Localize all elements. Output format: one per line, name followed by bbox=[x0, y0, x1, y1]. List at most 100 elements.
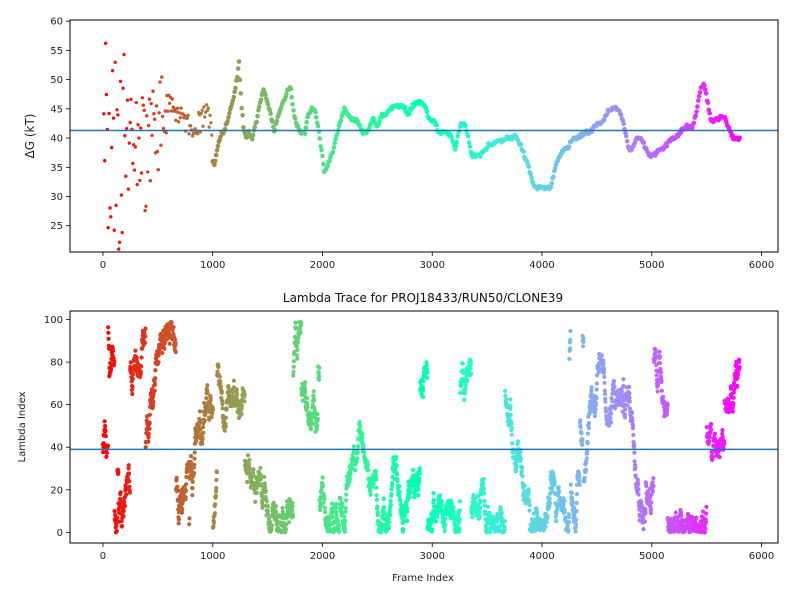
lambda-point bbox=[190, 479, 195, 484]
lambda-point bbox=[296, 339, 301, 345]
lambda-point bbox=[577, 482, 582, 487]
lambda-point bbox=[381, 496, 386, 501]
delta-g-point bbox=[143, 208, 147, 213]
lambda-point bbox=[294, 344, 299, 349]
lambda-point bbox=[477, 509, 482, 514]
lambda-point bbox=[130, 391, 135, 397]
lambda-point bbox=[189, 461, 194, 466]
lambda-point bbox=[190, 486, 195, 491]
lambda-point bbox=[300, 398, 305, 403]
lambda-point bbox=[579, 431, 584, 436]
lambda-point bbox=[346, 483, 351, 488]
lambda-point bbox=[247, 466, 252, 471]
delta-g-point bbox=[691, 120, 697, 126]
lambda-point bbox=[481, 486, 487, 491]
lambda-point bbox=[162, 346, 167, 351]
lambda-point bbox=[114, 523, 119, 528]
lambda-point bbox=[555, 504, 560, 509]
lambda-point bbox=[394, 463, 399, 468]
lambda-point bbox=[173, 337, 178, 342]
lambda-point bbox=[139, 369, 144, 375]
delta-g-point bbox=[139, 171, 144, 175]
lambda-point bbox=[223, 421, 228, 426]
delta-g-point bbox=[145, 114, 149, 118]
lambda-point bbox=[659, 379, 664, 385]
lambda-point bbox=[305, 395, 310, 401]
delta-g-point bbox=[457, 128, 462, 134]
delta-g-y-axis-label: ΔG (kT) bbox=[23, 114, 37, 159]
lambda-point bbox=[127, 479, 132, 484]
lambda-point bbox=[463, 386, 468, 392]
delta-g-point bbox=[696, 98, 701, 103]
lambda-point bbox=[269, 527, 274, 532]
delta-g-point bbox=[133, 145, 138, 149]
delta-g-panel: 0 1000 2000 3000 4000 5000 6000 25 30 35 40 45 50 55… bbox=[23, 17, 779, 271]
delta-g-point bbox=[455, 133, 461, 139]
lambda-point bbox=[104, 454, 109, 459]
lambda-point bbox=[574, 500, 579, 506]
lambda-point bbox=[462, 391, 467, 396]
lambda-x-tick-label: 0 bbox=[100, 551, 106, 562]
lambda-point bbox=[103, 434, 108, 439]
lambda-point bbox=[562, 509, 567, 514]
delta-g-point bbox=[144, 204, 148, 208]
lambda-point bbox=[543, 524, 548, 529]
lambda-point bbox=[340, 503, 345, 509]
lambda-point bbox=[653, 354, 659, 359]
lambda-point bbox=[468, 359, 473, 364]
delta-g-point bbox=[123, 134, 127, 138]
lambda-y-ticks: 0 20 40 60 80 100 bbox=[44, 315, 70, 539]
delta-g-point bbox=[641, 140, 647, 145]
delta-g-point bbox=[274, 118, 280, 124]
lambda-point bbox=[143, 445, 148, 450]
lambda-point bbox=[720, 428, 725, 433]
lambda-point bbox=[213, 502, 218, 507]
delta-g-point bbox=[330, 149, 336, 155]
lambda-point bbox=[704, 425, 709, 430]
lambda-point bbox=[134, 359, 140, 364]
lambda-point bbox=[469, 371, 474, 376]
delta-g-point bbox=[227, 110, 232, 116]
lambda-point bbox=[103, 429, 108, 434]
delta-g-point bbox=[318, 144, 324, 149]
lambda-point bbox=[552, 482, 557, 487]
delta-g-point bbox=[168, 101, 172, 106]
lambda-point bbox=[644, 484, 649, 489]
lambda-point bbox=[609, 411, 614, 416]
lambda-point bbox=[731, 401, 736, 406]
lambda-point bbox=[160, 350, 165, 356]
lambda-point bbox=[566, 520, 572, 525]
delta-g-point bbox=[156, 168, 160, 172]
lambda-point bbox=[245, 453, 251, 458]
lambda-point bbox=[470, 515, 475, 520]
lambda-point bbox=[431, 498, 437, 503]
lambda-point bbox=[478, 500, 483, 505]
lambda-point bbox=[520, 465, 525, 470]
lambda-point bbox=[382, 517, 387, 522]
lambda-point bbox=[481, 481, 486, 486]
lambda-point bbox=[350, 452, 355, 457]
lambda-point bbox=[594, 381, 600, 386]
lambda-point bbox=[388, 502, 394, 507]
delta-g-point bbox=[204, 103, 209, 107]
lambda-point bbox=[555, 507, 560, 513]
lambda-point bbox=[465, 378, 470, 383]
delta-g-y-ticks: 25 30 35 40 45 50 55 60 bbox=[50, 17, 70, 232]
lambda-point bbox=[336, 518, 341, 523]
delta-g-point bbox=[529, 175, 534, 180]
lambda-point bbox=[103, 424, 108, 429]
lambda-point bbox=[672, 529, 677, 534]
delta-g-point bbox=[566, 144, 572, 149]
lambda-point bbox=[457, 517, 462, 522]
lambda-point bbox=[609, 404, 615, 409]
lambda-point bbox=[582, 475, 587, 480]
lambda-point bbox=[632, 442, 637, 447]
lambda-point bbox=[373, 469, 378, 474]
lambda-point bbox=[143, 340, 148, 345]
lambda-point bbox=[180, 507, 185, 512]
lambda-point bbox=[245, 479, 250, 485]
lambda-point bbox=[627, 406, 633, 411]
lambda-point bbox=[305, 404, 310, 410]
lambda-point bbox=[584, 456, 589, 461]
lambda-point bbox=[368, 489, 373, 494]
